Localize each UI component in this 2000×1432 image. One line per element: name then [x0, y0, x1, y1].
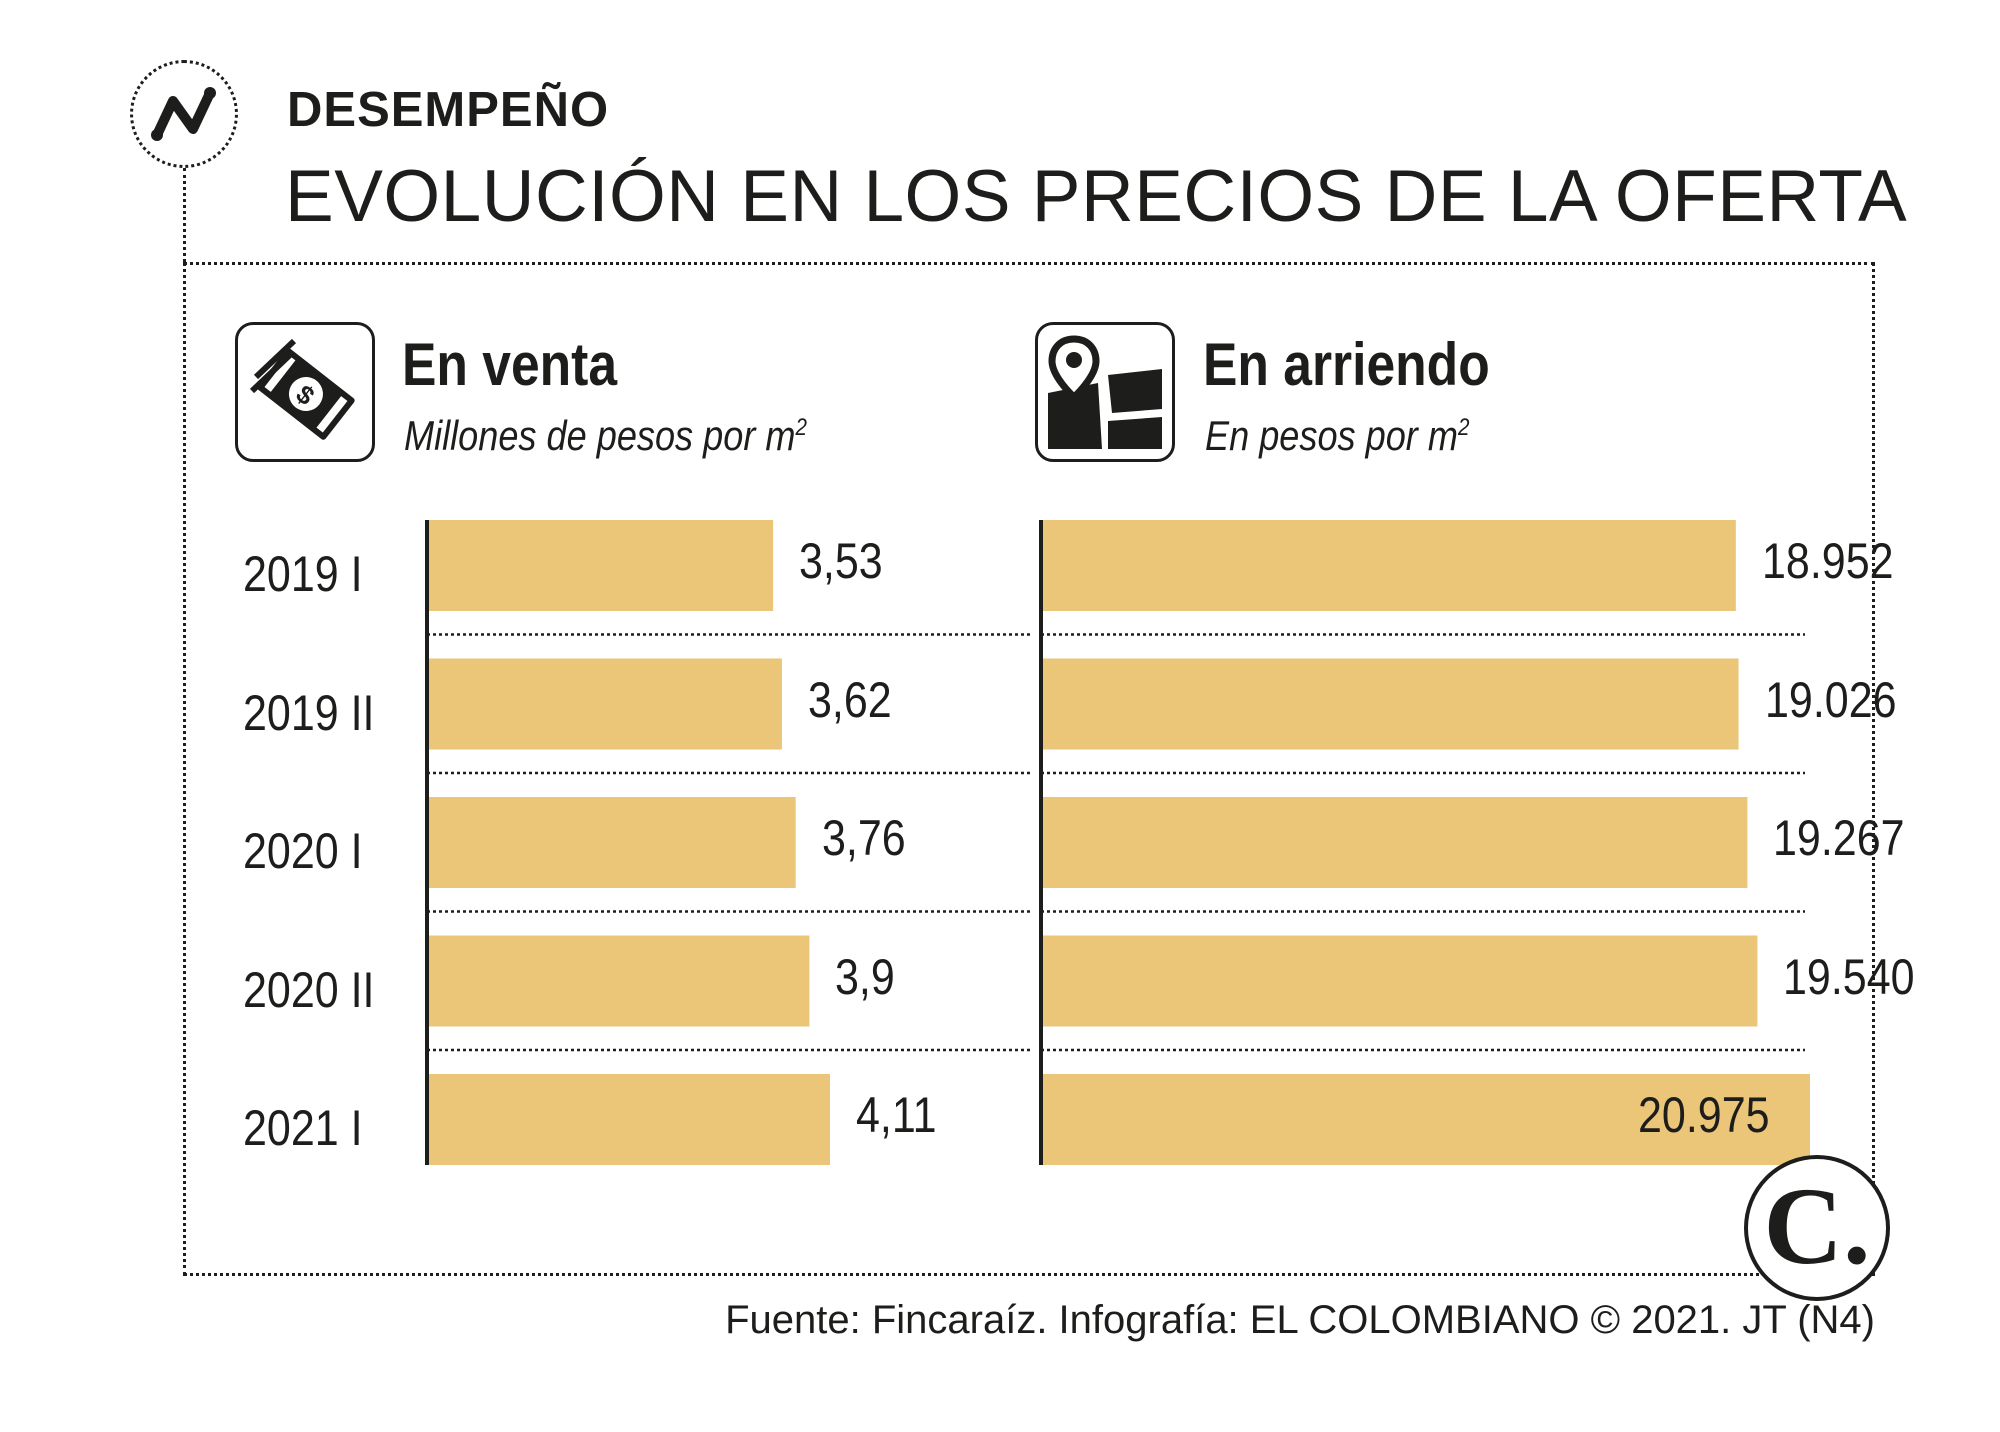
section-kicker: DESEMPEÑO: [287, 83, 610, 137]
category-label: 2020 I: [243, 823, 363, 879]
map-icon-box: [1035, 322, 1175, 462]
arriendo-value-label: 18.952: [1761, 533, 1894, 589]
arriendo-value-label: 20.975: [1638, 1087, 1770, 1143]
arriendo-value-label: 19.026: [1764, 671, 1897, 728]
source-credit: Fuente: Fincaraíz. Infografía: EL COLOMB…: [725, 1298, 1875, 1342]
venta-value-label: 3,53: [799, 533, 883, 589]
arriendo-value-label: 19.540: [1783, 948, 1915, 1005]
venta-bar: [427, 658, 782, 750]
page-title: EVOLUCIÓN EN LOS PRECIOS DE LA OFERTA: [285, 156, 1908, 237]
arriendo-subtitle: En pesos por m2: [1205, 412, 1470, 459]
venta-value-label: 3,76: [821, 810, 906, 866]
trend-logo-circle: [130, 60, 238, 168]
category-label: 2019 I: [243, 546, 363, 602]
venta-value-label: 4,11: [856, 1087, 937, 1143]
venta-title: En venta: [402, 331, 618, 398]
arriendo-bar: [1041, 797, 1748, 888]
logo-connector-line: [183, 168, 186, 262]
arriendo-title: En arriendo: [1203, 331, 1490, 398]
arriendo-bar: [1041, 935, 1758, 1027]
venta-subtitle: Millones de pesos por m2: [404, 412, 807, 459]
venta-bar: [427, 1074, 830, 1165]
map-pin-icon: [1048, 335, 1162, 449]
category-label: 2021 I: [243, 1100, 363, 1156]
arriendo-value-label: 19.267: [1773, 810, 1905, 866]
venta-bar: [427, 520, 774, 611]
category-label: 2020 II: [243, 961, 375, 1018]
venta-value-label: 3,9: [835, 948, 896, 1005]
el-colombiano-logo: C.: [1744, 1155, 1890, 1301]
arriendo-bar: [1041, 520, 1736, 611]
money-bill-icon: $: [249, 338, 355, 440]
trend-line-icon: [151, 87, 216, 141]
category-label: 2019 II: [243, 684, 375, 741]
arriendo-bar: [1041, 658, 1739, 750]
chart-frame: [183, 262, 1875, 1276]
venta-value-label: 3,62: [807, 671, 892, 728]
venta-bar: [427, 797, 796, 888]
venta-bar: [427, 935, 810, 1027]
money-icon-box: $: [235, 322, 375, 462]
arriendo-bar: [1041, 1074, 1810, 1165]
